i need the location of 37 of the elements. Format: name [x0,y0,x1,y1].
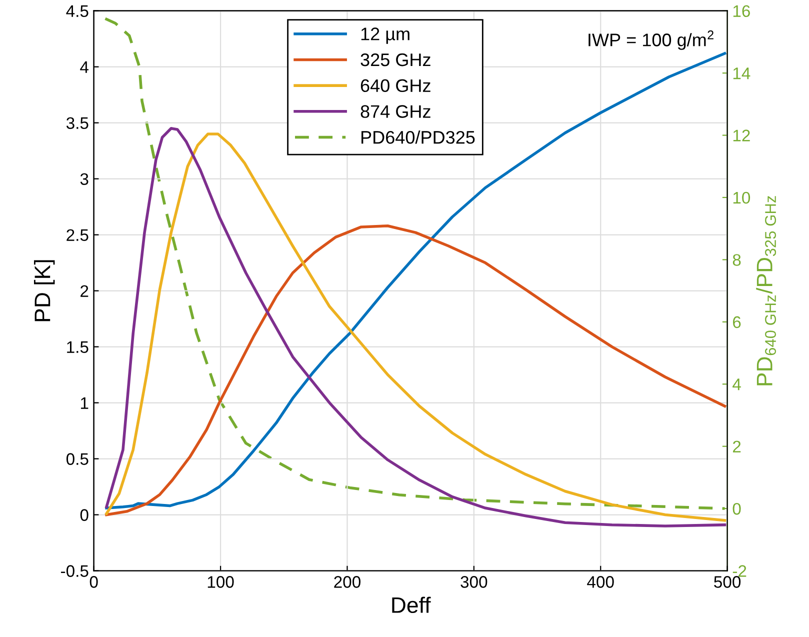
y2-tick-label: 12 [733,130,750,142]
y-tick-label: 3 [80,173,88,186]
y-tick-label: 4.5 [66,5,88,18]
y2-tick-label: 10 [733,192,750,204]
y-tick-label: 2 [80,285,88,297]
y-tick-label: 1 [80,397,88,409]
legend-label: 12 µm [361,28,410,44]
y2-tick-label: 0 [732,502,741,515]
y2-tick-label: 6 [733,316,741,328]
legend-label: 640 GHz [360,79,430,92]
y2-tick-label: 8 [732,254,741,266]
y-tick-label: 2.5 [66,229,88,241]
y-tick-label: -0.5 [61,565,88,577]
y-tick-label: 1.5 [67,341,88,353]
annotation: IWP = 100 g/m$^{2}$ [588,30,714,50]
y-tick-label: 0.5 [66,453,88,465]
legend-label: 325 GHz [360,53,430,66]
x-tick-label: 200 [334,576,360,588]
y2-tick-label: 14 [733,68,750,80]
y-axis-title: PD [K] [34,260,55,322]
y2-tick-label: -2 [732,565,746,577]
y-tick-label: 0 [80,509,88,521]
y2-tick-label: 2 [732,440,741,452]
x-tick-label: 400 [587,576,614,588]
y2-tick-label: 4 [732,378,741,390]
y2-axis-title: PD$_{640 GHz}$/PD$_{325 GHz}$ [756,196,776,386]
line-series [105,224,726,516]
y-tick-label: 3.5 [66,117,88,130]
x-tick-label: 300 [460,576,488,588]
x-tick-label: 500 [714,576,741,588]
legend-label: 874 GHz [360,105,430,118]
y2-tick-label: 16 [733,5,750,18]
x-tick-label: 100 [208,576,234,588]
x-tick-label: 0 [90,576,98,588]
legend-label: PD640/PD325 [362,130,475,144]
x-axis-title: Deff [392,596,431,614]
y-tick-label: 4 [80,61,88,73]
